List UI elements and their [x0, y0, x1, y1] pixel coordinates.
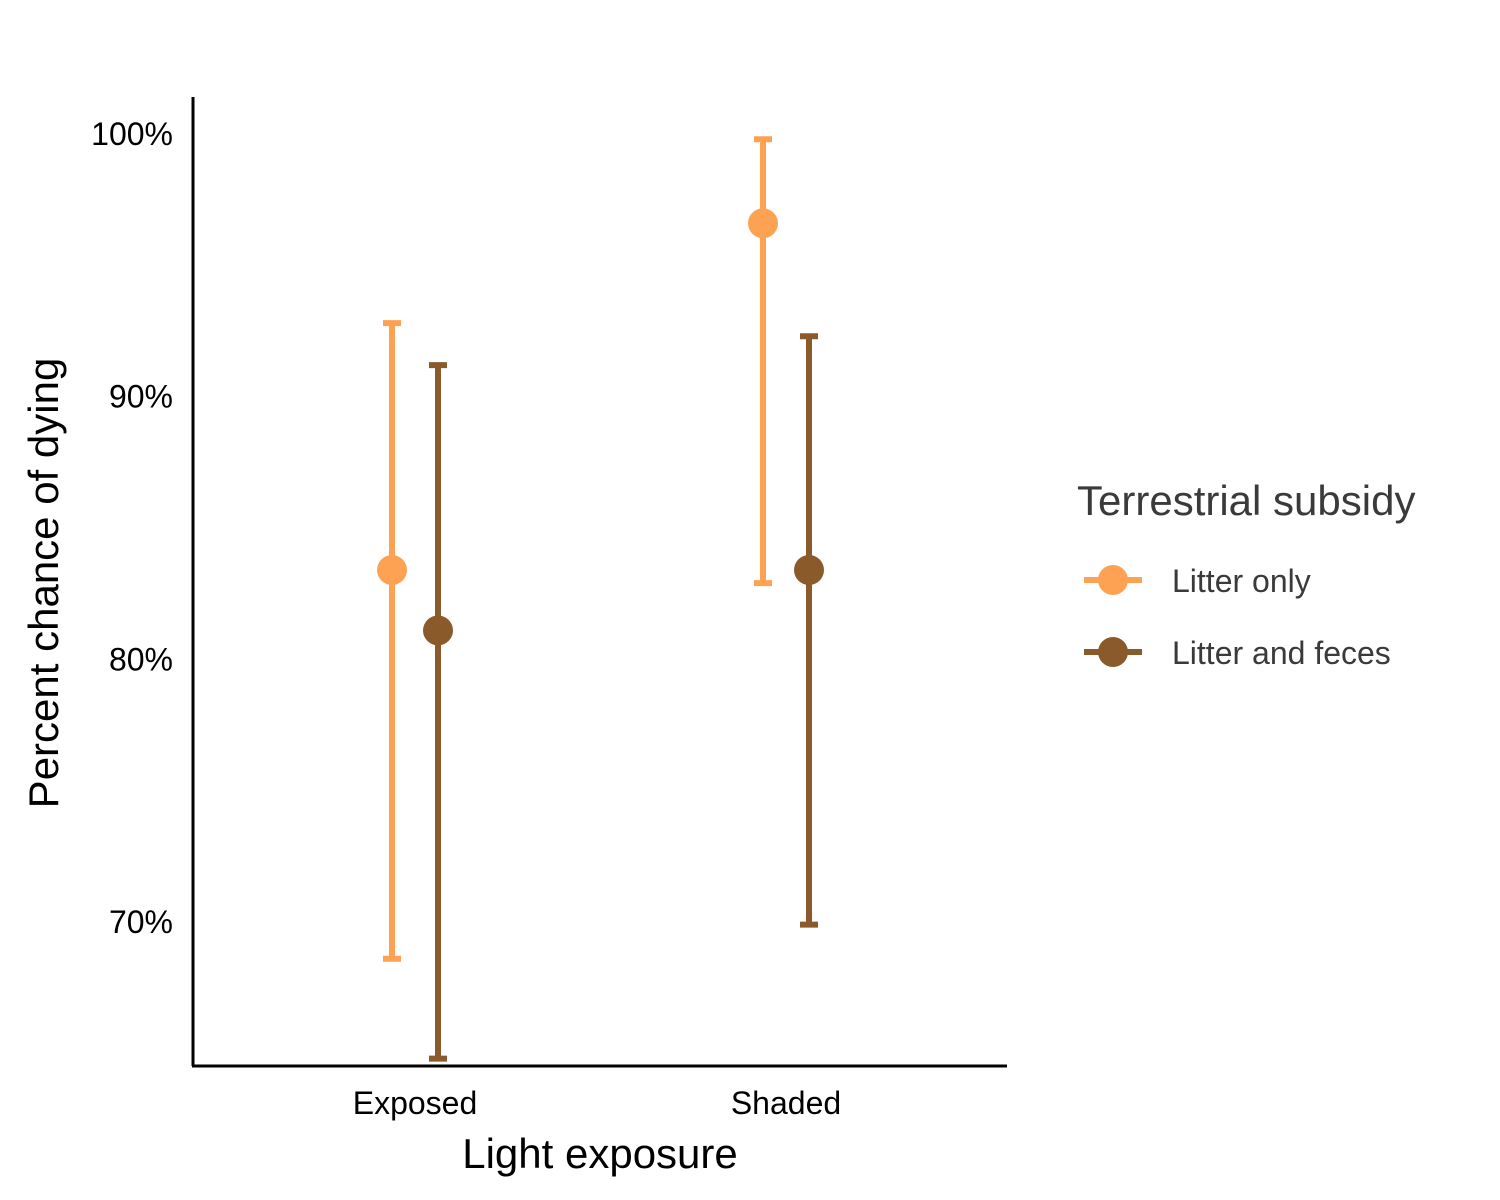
plot-area	[377, 136, 824, 1062]
series-0	[377, 136, 778, 962]
legend-title: Terrestrial subsidy	[1077, 477, 1415, 524]
y-tick-label: 100%	[91, 116, 173, 152]
x-axis-ticks: Exposed Shaded	[353, 1085, 841, 1121]
data-point	[423, 615, 453, 646]
y-tick-label: 80%	[109, 641, 173, 677]
data-point	[794, 555, 824, 586]
data-point	[377, 555, 407, 586]
legend-item: Litter and feces	[1084, 635, 1391, 671]
series-1	[423, 333, 824, 1062]
y-axis-ticks: 70% 80% 90% 100%	[91, 116, 173, 940]
legend: Terrestrial subsidy Litter only Litter an…	[1077, 477, 1415, 671]
legend-label: Litter and feces	[1172, 635, 1391, 671]
legend-key-point	[1098, 637, 1128, 667]
legend-label: Litter only	[1172, 563, 1311, 599]
y-tick-label: 90%	[109, 379, 173, 415]
x-tick-label: Exposed	[353, 1085, 478, 1121]
data-point	[748, 208, 778, 239]
y-tick-label: 70%	[109, 904, 173, 940]
x-axis-title: Light exposure	[462, 1130, 738, 1177]
legend-key-point	[1098, 565, 1128, 595]
y-axis-title: Percent chance of dying	[20, 358, 67, 809]
x-tick-label: Shaded	[731, 1085, 841, 1121]
legend-item: Litter only	[1084, 563, 1311, 599]
